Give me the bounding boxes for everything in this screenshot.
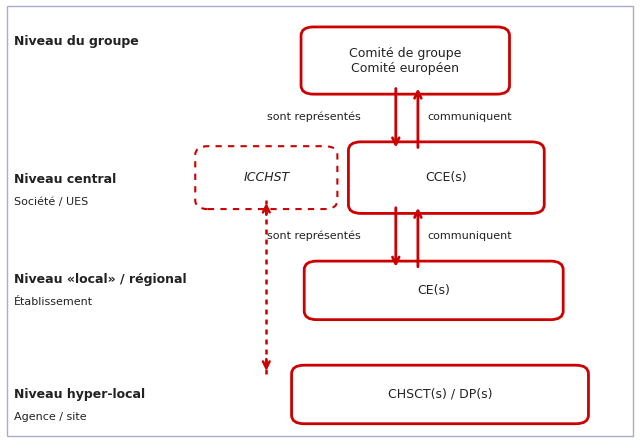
Text: Société / UES: Société / UES xyxy=(13,197,88,207)
Text: communiquent: communiquent xyxy=(428,112,512,122)
Text: CCE(s): CCE(s) xyxy=(426,171,467,184)
Text: Niveau central: Niveau central xyxy=(13,173,116,186)
Text: sont représentés: sont représentés xyxy=(268,231,361,241)
Text: Établissement: Établissement xyxy=(13,297,93,307)
Text: Niveau hyper-local: Niveau hyper-local xyxy=(13,388,145,401)
FancyBboxPatch shape xyxy=(195,146,337,209)
Text: Niveau du groupe: Niveau du groupe xyxy=(13,34,138,48)
Text: CE(s): CE(s) xyxy=(417,284,450,297)
Text: communiquent: communiquent xyxy=(428,231,512,241)
Text: Niveau «local» / régional: Niveau «local» / régional xyxy=(13,273,186,286)
FancyBboxPatch shape xyxy=(304,261,563,320)
FancyBboxPatch shape xyxy=(348,142,544,213)
FancyBboxPatch shape xyxy=(301,27,509,94)
Text: CHSCT(s) / DP(s): CHSCT(s) / DP(s) xyxy=(388,388,492,401)
Text: sont représentés: sont représentés xyxy=(268,112,361,122)
FancyBboxPatch shape xyxy=(292,365,588,424)
Text: Agence / site: Agence / site xyxy=(13,412,86,422)
Text: Comité de groupe
Comité européen: Comité de groupe Comité européen xyxy=(349,46,461,75)
Text: ICCHST: ICCHST xyxy=(243,171,289,184)
